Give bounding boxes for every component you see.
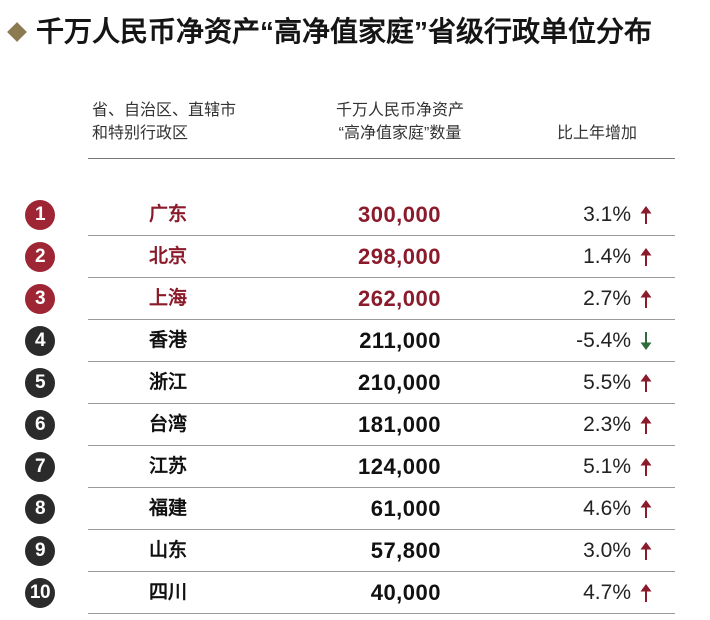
arrow-up-icon xyxy=(640,374,652,392)
arrow-up-icon xyxy=(640,458,652,476)
rank-badge: 9 xyxy=(25,536,55,566)
table-row: 8 福建 61,000 4.6% xyxy=(0,488,710,530)
table-row: 9 山东 57,800 3.0% xyxy=(0,530,710,572)
table-row: 10 四川 40,000 4.7% xyxy=(0,572,710,614)
region-name: 浙江 xyxy=(148,372,187,393)
region-name: 台湾 xyxy=(148,414,187,435)
household-count: 210,000 xyxy=(357,370,441,395)
table-row: 5 浙江 210,000 5.5% xyxy=(0,362,710,404)
column-header-change: 比上年增加 xyxy=(547,122,647,145)
arrow-up-icon xyxy=(640,248,652,266)
arrow-up-icon xyxy=(640,500,652,518)
change-percent: 3.1% xyxy=(583,203,631,226)
region-name: 山东 xyxy=(148,540,187,561)
household-count: 61,000 xyxy=(370,496,441,521)
chart-title: 千万人民币净资产“高净值家庭”省级行政单位分布 xyxy=(36,16,653,47)
table-row: 7 江苏 124,000 5.1% xyxy=(0,446,710,488)
region-name: 福建 xyxy=(148,498,187,519)
column-header-line: 比上年增加 xyxy=(556,125,637,142)
column-header-line: 千万人民币净资产 xyxy=(335,102,464,119)
table-row: 6 台湾 181,000 2.3% xyxy=(0,404,710,446)
change-percent: 1.4% xyxy=(583,245,631,268)
change-percent: 3.0% xyxy=(583,539,631,562)
rank-badge: 7 xyxy=(25,452,55,482)
region-name: 北京 xyxy=(148,246,187,267)
household-count: 211,000 xyxy=(359,328,441,353)
column-header-region: 省、自治区、直辖市 和特别行政区 xyxy=(92,99,236,145)
arrow-up-icon xyxy=(640,290,652,308)
table-row: 1 广东 300,000 3.1% xyxy=(0,194,710,236)
region-name: 上海 xyxy=(148,288,187,309)
arrow-up-icon xyxy=(640,416,652,434)
arrow-up-icon xyxy=(640,542,652,560)
arrow-down-icon xyxy=(640,332,652,350)
change-percent: -5.4% xyxy=(576,329,631,352)
rank-badge: 2 xyxy=(25,242,55,272)
arrow-up-icon xyxy=(640,206,652,224)
table-row: 4 香港 211,000 -5.4% xyxy=(0,320,710,362)
diamond-bullet-icon xyxy=(7,22,27,42)
table-row: 2 北京 298,000 1.4% xyxy=(0,236,710,278)
rank-badge: 3 xyxy=(25,284,55,314)
change-percent: 2.3% xyxy=(583,413,631,436)
column-header-count: 千万人民币净资产 “高净值家庭”数量 xyxy=(300,99,500,145)
rank-badge: 5 xyxy=(25,368,55,398)
region-name: 江苏 xyxy=(148,456,187,477)
change-percent: 2.7% xyxy=(583,287,631,310)
header-divider xyxy=(88,158,675,159)
change-percent: 5.1% xyxy=(583,455,631,478)
rank-badge: 1 xyxy=(25,200,55,230)
arrow-up-icon xyxy=(640,584,652,602)
column-header-line: “高净值家庭”数量 xyxy=(338,125,462,142)
rank-badge: 4 xyxy=(25,326,55,356)
region-name: 四川 xyxy=(148,582,187,603)
column-header-line: 省、自治区、直辖市 xyxy=(92,102,237,119)
change-percent: 5.5% xyxy=(583,371,631,394)
household-count: 298,000 xyxy=(357,244,441,269)
household-count: 124,000 xyxy=(357,454,441,479)
column-header-line: 和特别行政区 xyxy=(92,125,189,142)
household-count: 181,000 xyxy=(357,412,441,437)
change-percent: 4.7% xyxy=(583,581,631,604)
rank-badge: 10 xyxy=(25,578,55,608)
household-count: 57,800 xyxy=(370,538,441,563)
household-count: 40,000 xyxy=(370,580,441,605)
household-count: 300,000 xyxy=(357,202,441,227)
table-row: 3 上海 262,000 2.7% xyxy=(0,278,710,320)
region-name: 香港 xyxy=(148,330,187,351)
rank-badge: 8 xyxy=(25,494,55,524)
region-name: 广东 xyxy=(148,204,187,225)
change-percent: 4.6% xyxy=(583,497,631,520)
rank-badge: 6 xyxy=(25,410,55,440)
household-count: 262,000 xyxy=(357,286,441,311)
